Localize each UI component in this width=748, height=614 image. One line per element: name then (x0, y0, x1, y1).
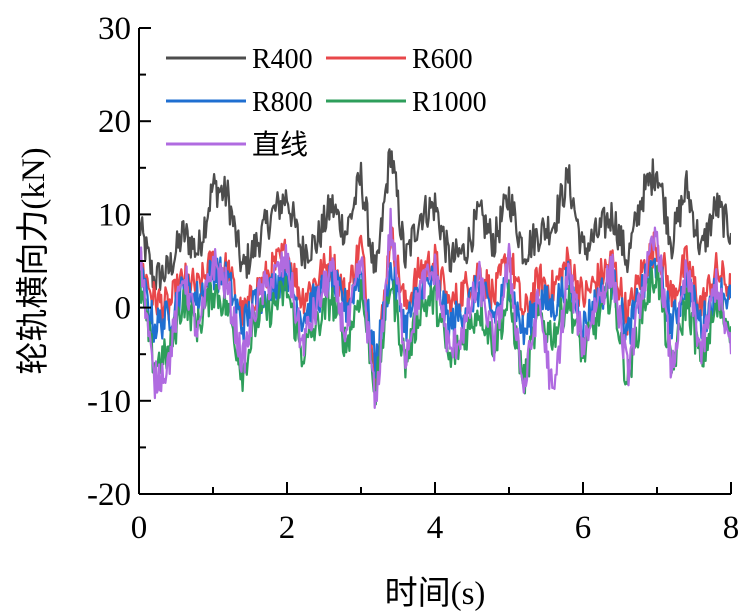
y-tick-label: 10 (98, 197, 131, 233)
x-tick-label: 0 (131, 510, 148, 546)
legend-label-R400: R400 (252, 44, 313, 75)
y-tick-label: 0 (115, 291, 132, 327)
axes (138, 27, 732, 495)
y-tick-label: 30 (98, 11, 131, 47)
legend-label-R800: R800 (252, 87, 313, 118)
series-layer (139, 148, 731, 409)
y-tick-label: -20 (87, 477, 131, 513)
x-tick-label: 8 (723, 510, 740, 546)
y-tick-label: 20 (98, 104, 131, 140)
legend-label-R1000: R1000 (412, 87, 487, 118)
y-tick-label: -10 (87, 384, 131, 420)
y-axis-label: 轮轨横向力(kN) (15, 147, 52, 374)
legend-label-R600: R600 (412, 44, 473, 75)
x-tick-label: 6 (575, 510, 592, 546)
x-tick-label: 4 (427, 510, 444, 546)
series-line-直线 (139, 207, 731, 409)
x-axis-label: 时间(s) (385, 576, 486, 612)
series-line-R400 (139, 148, 731, 292)
legend: R400 R600 R800 R1000 直线 (166, 44, 487, 161)
x-tick-label: 2 (279, 510, 296, 546)
legend-label-直线: 直线 (252, 129, 308, 161)
